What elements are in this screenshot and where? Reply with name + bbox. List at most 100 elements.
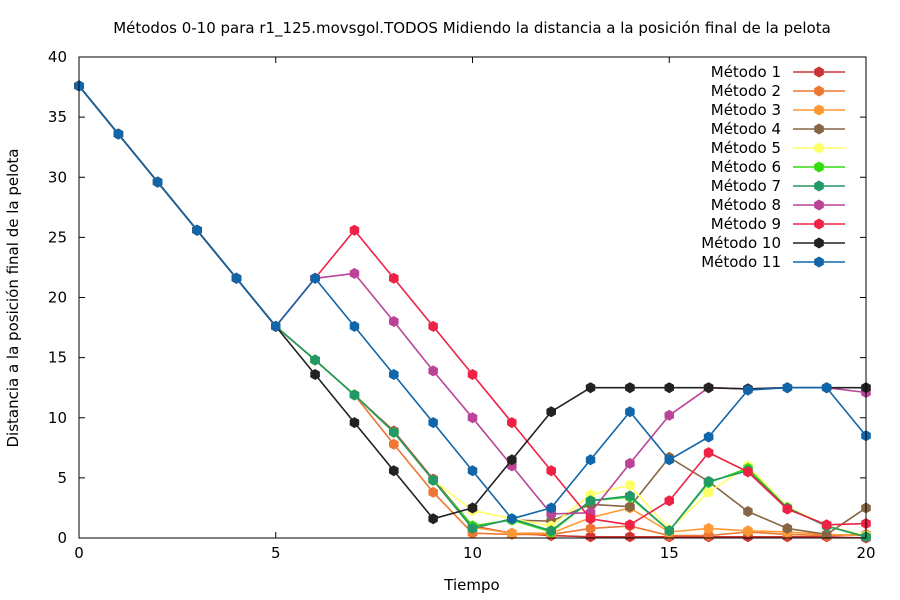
- data-point: [507, 527, 517, 539]
- data-point: [703, 447, 714, 459]
- legend-item: Método 11: [701, 253, 845, 271]
- data-point: [467, 369, 478, 380]
- data-point: [703, 522, 714, 534]
- y-tick-label: 5: [57, 469, 67, 487]
- legend-label: Método 8: [711, 196, 781, 214]
- y-tick-label: 25: [48, 228, 67, 246]
- data-point: [349, 224, 360, 236]
- legend-marker: [814, 66, 824, 78]
- legend-item: Método 6: [711, 158, 845, 176]
- axis-ticks: 0 5 10 15 20 0 5 10 15 20 25 30 35 40: [48, 48, 876, 562]
- data-point: [389, 465, 399, 477]
- legend-item: Método 9: [711, 215, 845, 233]
- data-point: [664, 409, 674, 421]
- x-tick-label: 10: [463, 544, 482, 562]
- y-tick-label: 20: [48, 289, 67, 307]
- data-point: [625, 457, 635, 469]
- data-point: [625, 531, 635, 543]
- data-point: [389, 369, 399, 380]
- legend-label: Método 2: [711, 82, 781, 100]
- y-tick-label: 35: [48, 108, 67, 126]
- data-point: [349, 417, 360, 429]
- data-point: [743, 384, 753, 396]
- legend-item: Método 5: [711, 139, 845, 157]
- data-point: [349, 389, 360, 401]
- data-point: [625, 490, 635, 502]
- data-point: [821, 528, 832, 540]
- data-point: [231, 272, 242, 284]
- data-point: [743, 525, 753, 537]
- legend-label: Método 7: [711, 177, 781, 195]
- data-point: [428, 365, 438, 377]
- data-point: [467, 502, 478, 514]
- legend-item: Método 7: [711, 177, 845, 195]
- data-point: [585, 495, 596, 507]
- data-point: [467, 465, 478, 477]
- series-lines: [74, 80, 871, 544]
- legend-label: Método 11: [701, 253, 781, 271]
- data-point: [743, 506, 753, 517]
- data-point: [703, 476, 714, 487]
- legend-marker: [814, 104, 824, 116]
- data-point: [428, 417, 438, 429]
- legend-marker: [814, 123, 824, 135]
- data-point: [152, 176, 163, 188]
- x-tick-label: 15: [660, 544, 679, 562]
- legend-label: Método 9: [711, 215, 781, 233]
- data-point: [703, 431, 714, 443]
- chart-title: Métodos 0-10 para r1_125.movsgol.TODOS M…: [113, 19, 831, 38]
- x-axis-label: Tiempo: [443, 576, 499, 594]
- data-point: [546, 502, 556, 514]
- legend-label: Método 3: [711, 101, 781, 119]
- data-point: [743, 466, 753, 478]
- data-point: [664, 525, 674, 537]
- data-point: [782, 382, 793, 394]
- y-tick-label: 30: [48, 168, 67, 186]
- data-point: [782, 522, 793, 534]
- data-point: [310, 354, 320, 366]
- legend-item: Método 10: [701, 234, 845, 252]
- y-tick-label: 0: [57, 529, 67, 547]
- legend-item: Método 2: [711, 82, 845, 100]
- data-point: [467, 412, 478, 424]
- data-point: [546, 465, 556, 477]
- legend-marker: [814, 237, 824, 249]
- legend-marker: [814, 256, 824, 268]
- x-tick-label: 0: [74, 544, 84, 562]
- data-point: [507, 417, 517, 429]
- legend-marker: [814, 180, 824, 192]
- legend-label: Método 10: [701, 234, 781, 252]
- data-point: [428, 513, 438, 525]
- legend-marker: [814, 199, 824, 211]
- data-point: [428, 320, 438, 332]
- data-point: [625, 382, 635, 394]
- data-point: [585, 513, 596, 525]
- legend-item: Método 8: [711, 196, 845, 214]
- legend-item: Método 4: [711, 120, 845, 138]
- data-point: [703, 382, 714, 394]
- data-point: [113, 128, 124, 140]
- legend-marker: [814, 161, 824, 173]
- data-point: [507, 513, 517, 525]
- legend-label: Método 4: [711, 120, 781, 138]
- data-point: [389, 426, 399, 438]
- data-point: [467, 522, 478, 534]
- legend-marker: [814, 142, 824, 154]
- data-point: [389, 438, 399, 450]
- data-point: [546, 525, 556, 537]
- legend-label: Método 5: [711, 139, 781, 157]
- data-point: [428, 486, 438, 498]
- legend-label: Método 1: [711, 63, 781, 81]
- y-axis-label: Distancia a la posición final de la pelo…: [4, 148, 22, 447]
- data-point: [821, 382, 832, 394]
- legend-marker: [814, 218, 824, 230]
- data-point: [664, 454, 674, 466]
- data-point: [585, 522, 596, 534]
- data-point: [585, 531, 596, 543]
- data-point: [664, 495, 674, 507]
- series-11: [74, 80, 871, 525]
- data-point: [625, 501, 635, 513]
- y-tick-label: 15: [48, 349, 67, 367]
